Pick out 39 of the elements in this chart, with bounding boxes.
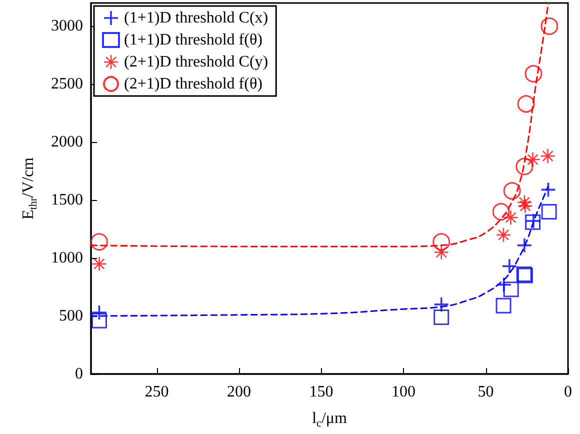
point [517, 95, 535, 113]
legend-label: (1+1)D threshold C(x) [124, 10, 268, 26]
y-tick-label: 1000 [51, 250, 83, 267]
point [516, 158, 534, 176]
x-tick-label: 200 [227, 384, 252, 400]
point [518, 198, 532, 213]
point [541, 204, 557, 220]
y-tick-label: 2500 [51, 76, 83, 93]
point [503, 282, 519, 298]
point [434, 309, 450, 325]
x-tick-label: 0 [564, 384, 572, 400]
y-tick-label: 500 [59, 308, 83, 325]
y-tick-label: 1500 [51, 192, 83, 209]
point [91, 312, 107, 328]
legend-label: (1+1)D threshold f(θ) [124, 32, 262, 48]
point [492, 202, 510, 220]
point [524, 64, 542, 82]
point [540, 17, 558, 35]
point [496, 298, 512, 314]
point [541, 182, 556, 197]
point [503, 182, 521, 200]
point [90, 233, 108, 251]
legend-label: (2+1)D threshold f(θ) [124, 76, 262, 92]
x-tick-label: 50 [478, 384, 494, 400]
point [432, 233, 450, 251]
point [540, 149, 555, 164]
y-tick-label: 2000 [51, 134, 83, 151]
x-tick-label: 250 [144, 384, 169, 400]
y-axis-title: Ethr/V/cm [20, 156, 40, 220]
y-tick-label: 0 [75, 366, 83, 382]
x-tick-label: 150 [309, 384, 334, 400]
y-tick-label: 3000 [51, 18, 83, 35]
x-tick-label: 100 [392, 384, 416, 400]
point [92, 256, 106, 271]
legend-label: (2+1)D threshold C(y) [124, 54, 268, 70]
point [517, 238, 532, 252]
point [434, 297, 448, 312]
point [496, 228, 511, 242]
point [502, 259, 516, 274]
